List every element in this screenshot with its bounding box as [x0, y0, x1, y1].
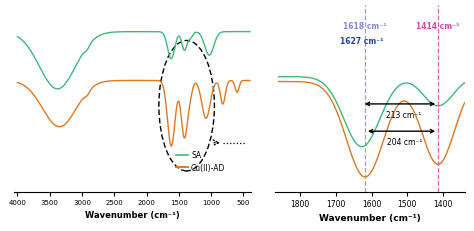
Text: 1414 cm⁻¹: 1414 cm⁻¹ [416, 22, 460, 31]
Text: 1627 cm⁻¹: 1627 cm⁻¹ [340, 37, 383, 46]
X-axis label: Wavenumber (cm⁻¹): Wavenumber (cm⁻¹) [85, 210, 180, 219]
Text: 204 cm⁻¹: 204 cm⁻¹ [387, 137, 423, 146]
Text: 1618 cm⁻¹: 1618 cm⁻¹ [343, 22, 387, 31]
X-axis label: Wavenumber (cm⁻¹): Wavenumber (cm⁻¹) [319, 213, 420, 222]
Legend: SA, Cu(II)-AD: SA, Cu(II)-AD [173, 148, 228, 175]
Text: 213 cm⁻¹: 213 cm⁻¹ [386, 110, 421, 119]
